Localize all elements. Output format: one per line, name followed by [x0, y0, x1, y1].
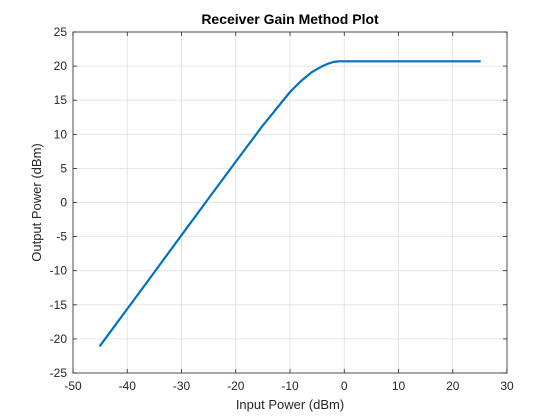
- y-tick-label: 15: [54, 93, 68, 107]
- y-tick-label: -20: [50, 332, 68, 346]
- x-tick-label: 10: [392, 379, 406, 393]
- y-tick-label: -5: [56, 230, 67, 244]
- chart-title: Receiver Gain Method Plot: [201, 11, 379, 27]
- x-tick-label: 20: [446, 379, 460, 393]
- y-tick-label: 5: [60, 161, 67, 175]
- x-tick-label: -50: [64, 379, 82, 393]
- y-tick-label: 0: [60, 196, 67, 210]
- ticks: [72, 31, 508, 374]
- y-tick-labels: -25 -20 -15 -10 -5 0 5 10 15 20 25: [50, 25, 68, 380]
- x-axis-label: Input Power (dBm): [236, 397, 344, 412]
- x-tick-label: -30: [173, 379, 191, 393]
- y-tick-label: -15: [50, 298, 68, 312]
- x-tick-labels: -50 -40 -30 -20 -10 0 10 20 30: [64, 379, 514, 393]
- x-tick-label: -10: [281, 379, 299, 393]
- x-tick-label: -40: [119, 379, 137, 393]
- series-line: [98, 60, 481, 347]
- y-tick-label: 25: [54, 25, 68, 39]
- y-tick-label: -25: [50, 366, 68, 380]
- x-tick-label: 30: [500, 379, 514, 393]
- y-tick-label: 10: [54, 127, 68, 141]
- y-axis-label: Output Power (dBm): [29, 143, 44, 262]
- y-tick-label: -10: [50, 264, 68, 278]
- series-layer: [98, 60, 481, 347]
- x-tick-label: 0: [341, 379, 348, 393]
- y-tick-label: 20: [54, 59, 68, 73]
- x-tick-label: -20: [227, 379, 245, 393]
